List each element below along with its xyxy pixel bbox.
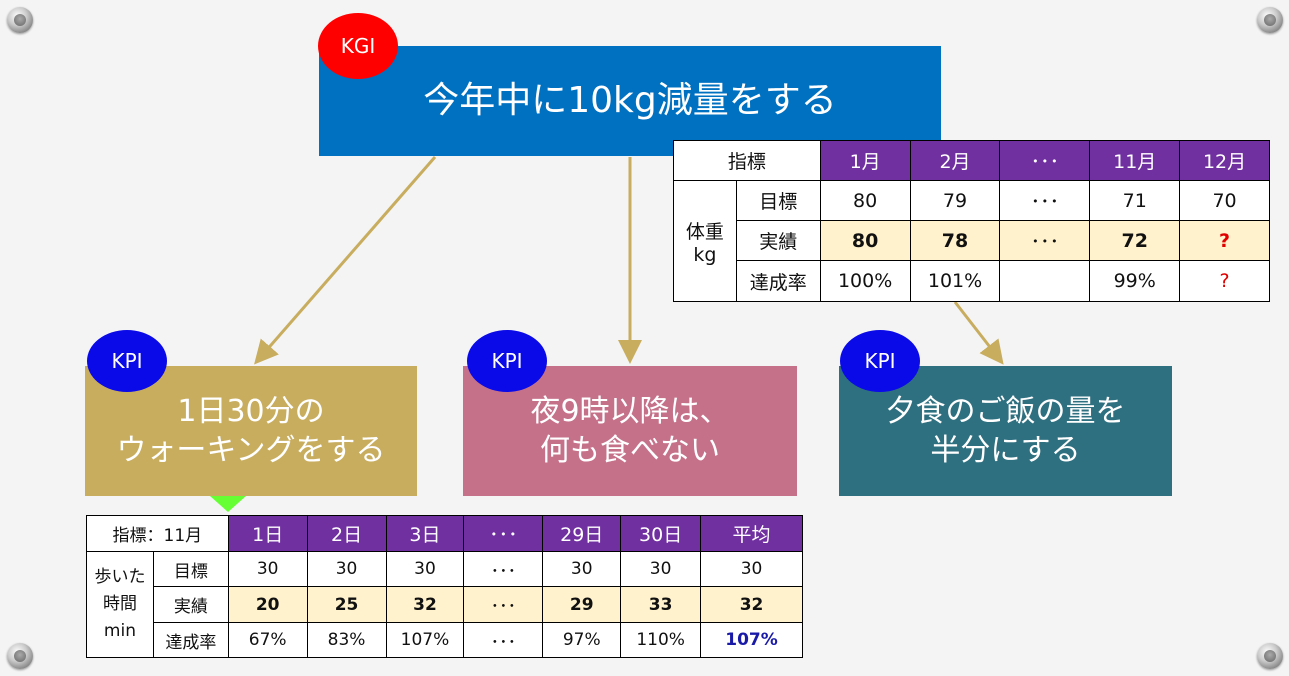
cell: ･･･ <box>999 180 1091 221</box>
column-header: 29日 <box>542 515 622 552</box>
screw-icon <box>7 643 33 669</box>
cell: 110% <box>620 622 702 658</box>
table-row: 体重 kg 目標 80 79 ･･･ 71 70 <box>673 180 1270 302</box>
table-header-row: 指標：11月 1日 2日 3日 ･･･ 29日 30日 平均 <box>86 515 803 552</box>
cell: 67% <box>227 622 308 658</box>
row-label: 目標 <box>152 551 229 587</box>
table-row: 達成率 67% 83% 107% ･･･ 97% 110% 107% <box>87 622 803 658</box>
cell: 100% <box>819 260 911 302</box>
cell: ? <box>1179 220 1270 261</box>
cell: 97% <box>542 622 622 658</box>
weight-table: 指標 1月 2月 ･･･ 11月 12月 体重 kg 目標 80 79 ･･･ 7… <box>673 140 1270 302</box>
kpi-line: ウォーキングをする <box>116 433 386 468</box>
cell: 25 <box>306 586 387 623</box>
cell: 32 <box>385 586 465 623</box>
cell: 107% <box>385 622 465 658</box>
cell: 71 <box>1089 180 1181 221</box>
kpi-badge: KPI <box>840 330 920 392</box>
cell: 30 <box>306 551 387 587</box>
cell: 72 <box>1089 220 1181 261</box>
kgi-title: 今年中に10kg減量をする <box>423 79 837 121</box>
kpi-line: 夜9時以降は、 <box>530 394 730 429</box>
cell: 33 <box>620 586 702 623</box>
cell: ･･･ <box>999 220 1091 261</box>
kpi-line: 何も食べない <box>540 433 720 468</box>
column-header: 3日 <box>385 515 465 552</box>
arrow-to-kpi-3 <box>953 301 1004 365</box>
table-row: 歩いた 時間 min 目標 30 30 30 ･･･ 30 30 30 <box>86 551 803 658</box>
cell: 78 <box>909 220 1001 261</box>
cell: 32 <box>700 586 803 623</box>
cell: 20 <box>227 586 308 623</box>
kgi-badge: KGI <box>318 13 398 79</box>
cell: 30 <box>227 551 308 587</box>
column-header: 2月 <box>909 140 1001 181</box>
cell: 99% <box>1089 260 1181 302</box>
cell: ･･･ <box>463 551 544 587</box>
kpi-line: 夕食のご飯の量を <box>885 394 1126 429</box>
cell: 30 <box>542 551 622 587</box>
table-row: 実績 80 78 ･･･ 72 ? <box>674 220 1270 261</box>
cell: 70 <box>1179 180 1270 221</box>
table-row: 実績 20 25 32 ･･･ 29 33 32 <box>87 586 803 623</box>
group-label: 体重 kg <box>673 180 737 302</box>
kgi-box: 今年中に10kg減量をする <box>319 46 941 156</box>
screw-icon <box>1257 7 1283 33</box>
table-header-row: 指標 1月 2月 ･･･ 11月 12月 <box>673 140 1270 181</box>
cell: 79 <box>909 180 1001 221</box>
cell: 30 <box>385 551 465 587</box>
column-header: 1月 <box>819 140 911 181</box>
cell: 80 <box>819 180 911 221</box>
screw-icon <box>1257 643 1283 669</box>
cell: 30 <box>620 551 702 587</box>
cell: 83% <box>306 622 387 658</box>
kpi-line: 半分にする <box>930 433 1081 468</box>
corner-cell: 指標 <box>673 140 821 181</box>
cell: 107% <box>700 622 803 658</box>
row-label: 実績 <box>152 586 229 623</box>
cell: 30 <box>700 551 803 587</box>
column-header: ･･･ <box>463 515 544 552</box>
column-header: 平均 <box>700 515 803 552</box>
column-header: 11月 <box>1089 140 1181 181</box>
cell: ･･･ <box>463 622 544 658</box>
row-label: 達成率 <box>735 260 821 302</box>
cell: 29 <box>542 586 622 623</box>
column-header: 12月 <box>1179 140 1270 181</box>
screw-icon <box>7 7 33 33</box>
corner-cell: 指標：11月 <box>86 515 229 552</box>
cell <box>999 260 1091 302</box>
column-header: 1日 <box>227 515 308 552</box>
column-header: 2日 <box>306 515 387 552</box>
group-label: 歩いた 時間 min <box>86 551 154 658</box>
kpi-line: 1日30分の <box>177 394 325 429</box>
cell: 80 <box>819 220 911 261</box>
column-header: 30日 <box>620 515 702 552</box>
row-label: 達成率 <box>152 622 229 658</box>
kpi-badge: KPI <box>467 330 547 392</box>
cell: ･･･ <box>463 586 544 623</box>
arrow-to-kpi-1 <box>254 156 437 365</box>
column-header: ･･･ <box>999 140 1091 181</box>
walking-table: 指標：11月 1日 2日 3日 ･･･ 29日 30日 平均 歩いた 時間 min … <box>86 515 803 658</box>
cell: ? <box>1179 260 1270 302</box>
row-label: 実績 <box>735 220 821 261</box>
cell: 101% <box>909 260 1001 302</box>
table-row: 達成率 100% 101% 99% ? <box>674 260 1270 302</box>
kpi-badge: KPI <box>87 330 167 392</box>
row-label: 目標 <box>735 180 821 221</box>
